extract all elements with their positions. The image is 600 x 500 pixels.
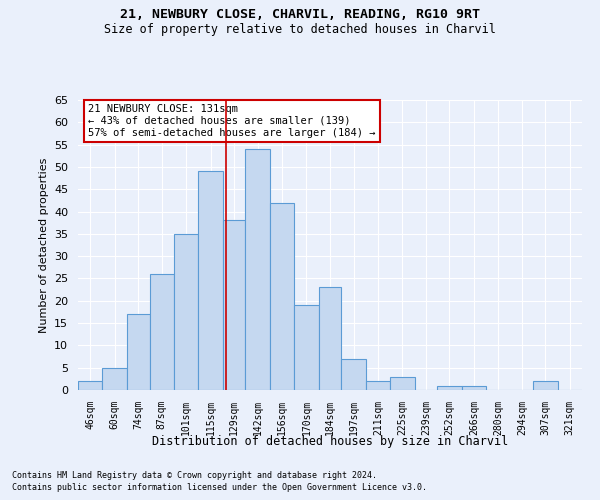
- Bar: [270, 202, 294, 390]
- Text: 21 NEWBURY CLOSE: 131sqm
← 43% of detached houses are smaller (139)
57% of semi-: 21 NEWBURY CLOSE: 131sqm ← 43% of detach…: [88, 104, 376, 138]
- Text: Size of property relative to detached houses in Charvil: Size of property relative to detached ho…: [104, 22, 496, 36]
- Bar: [223, 220, 245, 390]
- Y-axis label: Number of detached properties: Number of detached properties: [38, 158, 49, 332]
- Bar: [366, 381, 390, 390]
- Bar: [127, 314, 149, 390]
- Bar: [533, 381, 557, 390]
- Bar: [103, 368, 127, 390]
- Bar: [461, 386, 486, 390]
- Bar: [437, 386, 461, 390]
- Bar: [78, 381, 103, 390]
- Text: Contains HM Land Registry data © Crown copyright and database right 2024.: Contains HM Land Registry data © Crown c…: [12, 471, 377, 480]
- Bar: [199, 172, 223, 390]
- Bar: [149, 274, 174, 390]
- Bar: [174, 234, 199, 390]
- Bar: [245, 149, 270, 390]
- Bar: [390, 376, 415, 390]
- Text: Distribution of detached houses by size in Charvil: Distribution of detached houses by size …: [152, 435, 508, 448]
- Bar: [319, 288, 341, 390]
- Text: Contains public sector information licensed under the Open Government Licence v3: Contains public sector information licen…: [12, 484, 427, 492]
- Bar: [341, 359, 366, 390]
- Bar: [294, 305, 319, 390]
- Text: 21, NEWBURY CLOSE, CHARVIL, READING, RG10 9RT: 21, NEWBURY CLOSE, CHARVIL, READING, RG1…: [120, 8, 480, 20]
